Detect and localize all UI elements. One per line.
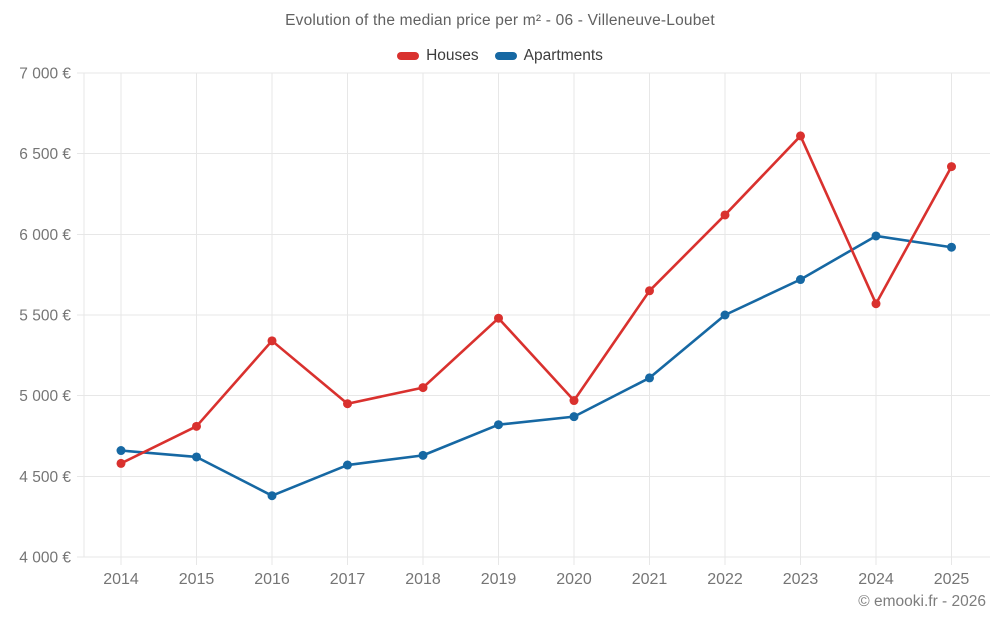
- x-tick-label: 2015: [179, 571, 215, 588]
- houses-series-swatch-icon: [397, 52, 420, 60]
- houses-data-point-marker[interactable]: [645, 286, 654, 296]
- chart-title: Evolution of the median price per m² - 0…: [285, 12, 715, 29]
- houses-data-point-marker[interactable]: [343, 399, 352, 409]
- apartments-data-point-marker[interactable]: [569, 412, 579, 422]
- houses-data-point-marker[interactable]: [796, 131, 805, 141]
- houses-data-point-marker[interactable]: [116, 458, 126, 468]
- apartments-data-point-marker[interactable]: [116, 446, 126, 456]
- legend-item-houses[interactable]: Houses: [397, 47, 479, 65]
- houses-data-point-marker[interactable]: [947, 162, 956, 172]
- apartments-data-point-marker[interactable]: [720, 310, 730, 320]
- apartments-data-point-marker[interactable]: [343, 460, 352, 470]
- apartments-data-point-marker[interactable]: [494, 420, 503, 430]
- y-tick-label: 4 500 €: [19, 469, 71, 486]
- apartments-line-series: [119, 234, 953, 497]
- x-tick-label: 2022: [707, 571, 743, 588]
- y-tick-label: 6 000 €: [19, 227, 71, 244]
- apartments-data-point-marker[interactable]: [947, 242, 956, 252]
- x-tick-label: 2021: [632, 571, 668, 588]
- apartments-data-point-marker[interactable]: [418, 450, 428, 460]
- x-tick-label: 2014: [103, 571, 139, 588]
- houses-data-point-marker[interactable]: [720, 210, 730, 220]
- chart-legend: Houses Apartments: [0, 47, 1000, 65]
- y-tick-label: 6 500 €: [19, 146, 71, 163]
- houses-data-point-marker[interactable]: [494, 313, 503, 323]
- x-tick-label: 2019: [481, 571, 517, 588]
- houses-data-point-marker[interactable]: [569, 396, 579, 406]
- x-tick-label: 2017: [330, 571, 366, 588]
- legend-item-apartments[interactable]: Apartments: [494, 47, 603, 65]
- x-tick-label: 2024: [858, 571, 894, 588]
- x-tick-label: 2020: [556, 571, 592, 588]
- copyright-credit: © emooki.fr - 2026: [858, 593, 986, 610]
- legend-label-houses: Houses: [426, 47, 479, 64]
- y-tick-label: 5 000 €: [19, 388, 71, 405]
- houses-line-series: [119, 134, 953, 465]
- apartments-data-point-marker[interactable]: [267, 491, 277, 501]
- apartments-data-point-marker[interactable]: [192, 452, 201, 462]
- y-tick-label: 5 500 €: [19, 308, 71, 325]
- apartments-data-point-marker[interactable]: [871, 231, 881, 241]
- houses-data-point-marker[interactable]: [267, 336, 277, 346]
- x-tick-label: 2023: [783, 571, 819, 588]
- houses-data-point-marker[interactable]: [871, 299, 881, 309]
- y-tick-label: 4 000 €: [19, 550, 71, 567]
- y-tick-label: 7 000 €: [19, 66, 71, 83]
- x-tick-label: 2025: [934, 571, 970, 588]
- houses-data-point-marker[interactable]: [192, 421, 201, 431]
- apartments-data-point-marker[interactable]: [645, 373, 654, 383]
- legend-label-apartments: Apartments: [523, 47, 603, 64]
- apartments-series-swatch-icon: [494, 52, 517, 60]
- apartments-data-point-marker[interactable]: [796, 275, 805, 285]
- x-tick-label: 2018: [405, 571, 441, 588]
- houses-data-point-marker[interactable]: [418, 383, 428, 393]
- x-tick-label: 2016: [254, 571, 290, 588]
